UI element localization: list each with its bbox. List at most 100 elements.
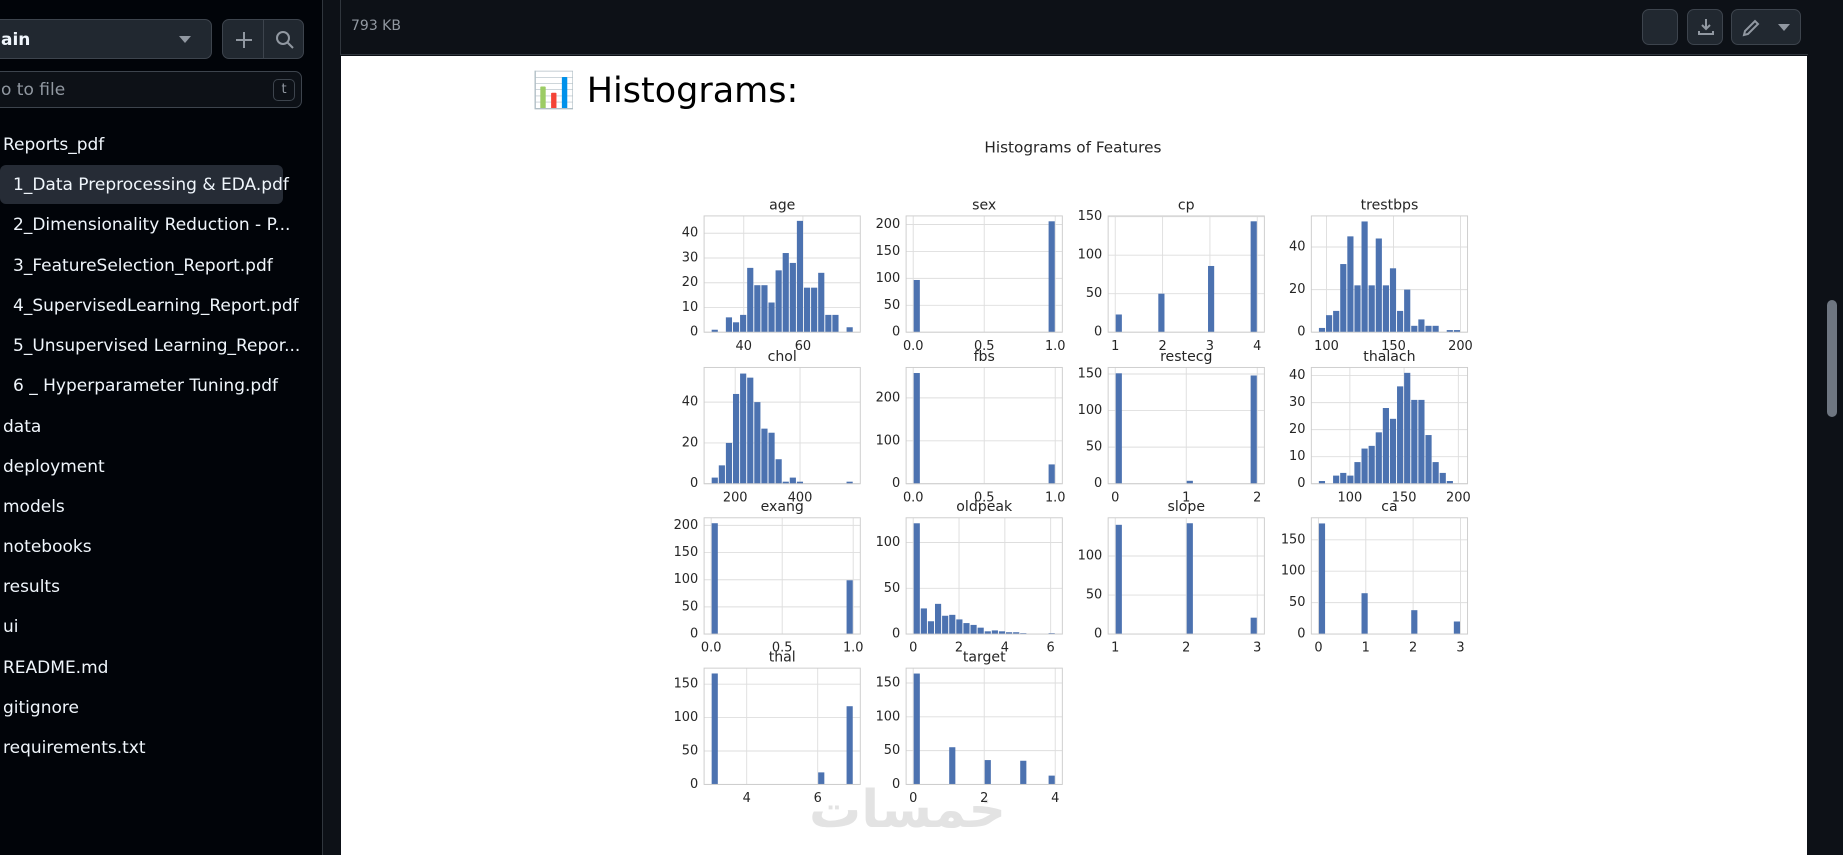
histogram-bar xyxy=(789,477,796,484)
histogram-bar xyxy=(711,673,718,785)
histogram-bar xyxy=(754,285,761,333)
file-item[interactable]: 2_Dimensionality Reduction - P... xyxy=(13,215,291,235)
y-tick-label: 0 xyxy=(1094,476,1102,491)
x-tick-label: 0.5 xyxy=(772,641,793,656)
file-item[interactable]: 5_Unsupervised Learning_Repor... xyxy=(13,336,301,356)
histogram-bar xyxy=(725,317,733,333)
histogram-bar xyxy=(846,481,853,484)
folder-item[interactable]: results xyxy=(3,577,60,597)
scrollbar-thumb[interactable] xyxy=(1827,300,1837,417)
histogram-bar xyxy=(1333,310,1340,333)
folder-item[interactable]: Reports_pdf xyxy=(3,135,105,155)
histogram-bar xyxy=(718,465,725,484)
folder-item[interactable]: requirements.txt xyxy=(3,738,146,758)
histogram-bar xyxy=(711,477,718,484)
folder-item[interactable]: gitignore xyxy=(3,698,79,718)
y-tick-label: 100 xyxy=(674,710,699,725)
search-icon[interactable] xyxy=(275,30,295,50)
axes-frame xyxy=(905,667,1063,785)
y-tick-label: 0 xyxy=(690,777,698,792)
histogram-bar xyxy=(1354,285,1361,333)
file-item[interactable]: 1_Data Preprocessing & EDA.pdf xyxy=(13,175,289,195)
x-tick-label: 0 xyxy=(1314,641,1322,656)
y-tick-label: 40 xyxy=(1289,240,1305,255)
add-icon[interactable] xyxy=(235,31,253,49)
histogram-bar xyxy=(1389,268,1397,333)
file-item[interactable]: 4_SupervisedLearning_Report.pdf xyxy=(13,296,299,316)
histogram-bar xyxy=(1318,523,1326,635)
histogram-bar xyxy=(1340,472,1347,484)
histogram-bar xyxy=(803,287,811,333)
histogram-bar xyxy=(818,272,825,333)
branch-button[interactable]: ain xyxy=(0,19,212,59)
sidebar: ain o to file t Reports_pdf 1_Data Prepro… xyxy=(0,0,323,855)
y-tick-label: 40 xyxy=(1289,368,1305,383)
histogram-bar xyxy=(913,523,920,635)
histogram-bar xyxy=(832,314,839,333)
edit-button[interactable] xyxy=(1731,9,1801,45)
subplot-title: fbs xyxy=(974,349,995,365)
histogram-bar xyxy=(1326,315,1333,333)
y-tick-label: 100 xyxy=(876,433,901,448)
y-tick-label: 20 xyxy=(682,275,698,290)
file-item[interactable]: 3_FeatureSelection_Report.pdf xyxy=(13,256,273,276)
x-tick-label: 200 xyxy=(1448,339,1473,354)
folder-item[interactable]: ui xyxy=(3,617,19,637)
histogram-bar xyxy=(1425,435,1432,484)
subplot-title: age xyxy=(769,197,795,213)
histogram-bar xyxy=(1333,475,1340,484)
folder-item[interactable]: README.md xyxy=(3,658,109,678)
y-tick-label: 40 xyxy=(682,226,698,241)
histogram-bar xyxy=(811,287,818,333)
x-tick-label: 3 xyxy=(1456,641,1464,656)
axes-frame xyxy=(905,517,1063,635)
histogram-bar xyxy=(1158,293,1165,333)
y-tick-label: 50 xyxy=(884,743,900,758)
histogram-bar xyxy=(1048,221,1055,333)
copilot-button[interactable] xyxy=(1642,9,1678,45)
folder-item[interactable]: models xyxy=(3,497,65,517)
y-tick-label: 100 xyxy=(1078,403,1103,418)
x-tick-label: 1 xyxy=(1111,339,1119,354)
download-button[interactable] xyxy=(1687,9,1723,45)
histogram-bar xyxy=(789,262,796,333)
x-tick-label: 200 xyxy=(723,490,748,505)
axes-frame xyxy=(1310,366,1469,485)
histogram-bar xyxy=(1382,285,1389,333)
x-tick-label: 150 xyxy=(1392,490,1417,505)
histogram-bar xyxy=(1115,373,1122,484)
file-item[interactable]: 6 _ Hyperparameter Tuning.pdf xyxy=(13,376,278,396)
y-tick-label: 100 xyxy=(1281,564,1306,579)
x-tick-label: 1 xyxy=(1182,490,1190,505)
histogram-bar xyxy=(1354,462,1361,484)
subplot-title: restecg xyxy=(1160,349,1212,365)
x-tick-label: 2 xyxy=(1158,339,1166,354)
histogram-bar xyxy=(1318,327,1326,333)
histogram-bar xyxy=(725,442,733,484)
histogram-bar xyxy=(920,608,927,635)
histogram-bar xyxy=(1446,330,1453,333)
search-box[interactable]: o to file t xyxy=(0,71,302,108)
axes-frame xyxy=(703,667,861,785)
folder-item[interactable]: notebooks xyxy=(3,537,92,557)
folder-item[interactable]: deployment xyxy=(3,457,105,477)
y-tick-label: 100 xyxy=(876,271,901,286)
subplot-title: sex xyxy=(972,197,996,213)
y-tick-label: 0 xyxy=(1297,476,1305,491)
subplot-title: thalach xyxy=(1363,349,1415,365)
x-tick-label: 0 xyxy=(1111,490,1119,505)
folder-item[interactable]: data xyxy=(3,417,42,437)
subplot-title: oldpeak xyxy=(956,499,1013,515)
histogram-bar xyxy=(782,253,789,333)
x-tick-label: 0.5 xyxy=(974,490,995,505)
histogram-bar xyxy=(1208,265,1215,333)
histogram-bar xyxy=(732,393,740,484)
y-tick-label: 100 xyxy=(1078,248,1103,263)
histogram-bar xyxy=(984,631,991,635)
histogram-bar xyxy=(1318,481,1326,484)
histogram-bar xyxy=(1005,632,1013,635)
y-tick-label: 0 xyxy=(690,325,698,340)
y-tick-label: 0 xyxy=(1094,627,1102,642)
x-tick-label: 3 xyxy=(1253,641,1261,656)
